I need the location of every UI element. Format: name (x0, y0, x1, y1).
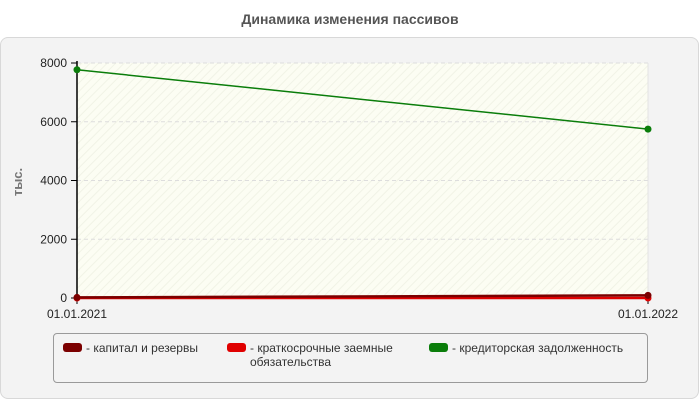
y-tick-label: 4000 (40, 174, 67, 188)
legend-item-short-term-loans: - краткосрочные заемные обязательства (227, 341, 427, 369)
chart-title: Динамика изменения пассивов (241, 11, 459, 27)
legend-prefix: - (452, 341, 456, 355)
data-point (644, 125, 652, 133)
chart-legend: - капитал и резервы - краткосрочные заем… (53, 333, 648, 383)
y-tick-label: 0 (60, 291, 67, 305)
data-point (73, 293, 81, 301)
legend-label-short-term-loans: краткосрочные заемные обязательства (250, 341, 393, 369)
series-line (76, 69, 649, 130)
y-tick-label: 8000 (40, 56, 67, 70)
plot-area (77, 63, 648, 298)
y-axis-label: тыс. (10, 168, 25, 196)
legend-prefix: - (86, 341, 90, 355)
legend-label-capital: капитал и резервы (93, 341, 198, 355)
legend-swatch-payables (429, 343, 448, 352)
legend-label-payables: кредиторская задолженность (459, 341, 624, 355)
legend-swatch-capital (63, 343, 82, 352)
x-tick-label: 01.01.2021 (47, 307, 107, 321)
y-tick-label: 2000 (40, 232, 67, 246)
x-tick-label: 01.01.2022 (618, 307, 678, 321)
series-line (76, 294, 649, 299)
data-point (73, 66, 81, 74)
legend-prefix: - (250, 341, 254, 355)
data-point (644, 291, 652, 299)
legend-swatch-short-term-loans (227, 343, 246, 352)
y-tick-label: 6000 (40, 115, 67, 129)
legend-item-capital: - капитал и резервы (63, 341, 198, 355)
legend-item-payables: - кредиторская задолженность (429, 341, 623, 355)
